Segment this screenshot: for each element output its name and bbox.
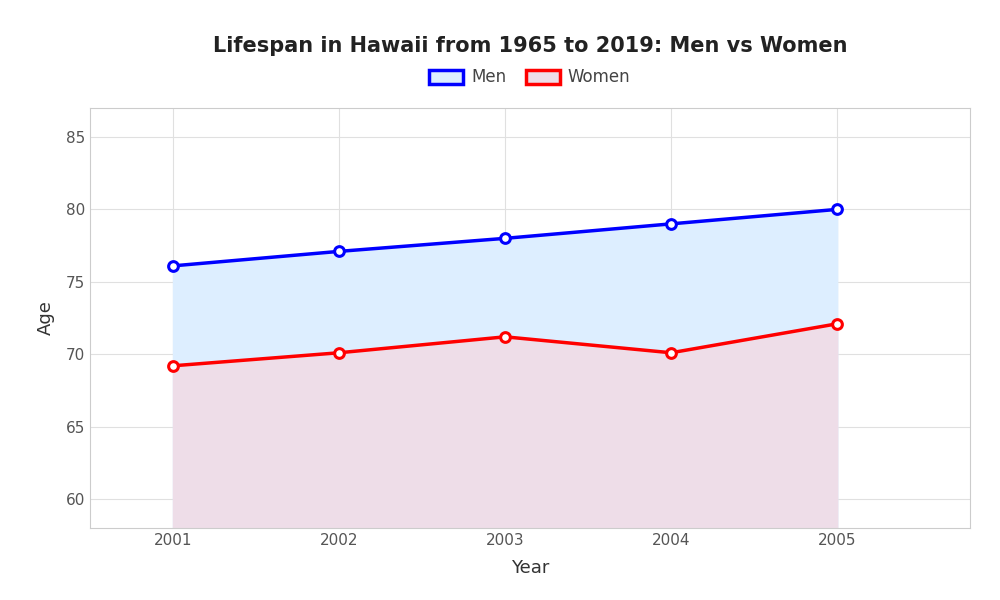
X-axis label: Year: Year [511, 559, 549, 577]
Legend: Men, Women: Men, Women [423, 62, 637, 93]
Y-axis label: Age: Age [37, 301, 55, 335]
Title: Lifespan in Hawaii from 1965 to 2019: Men vs Women: Lifespan in Hawaii from 1965 to 2019: Me… [213, 37, 847, 56]
